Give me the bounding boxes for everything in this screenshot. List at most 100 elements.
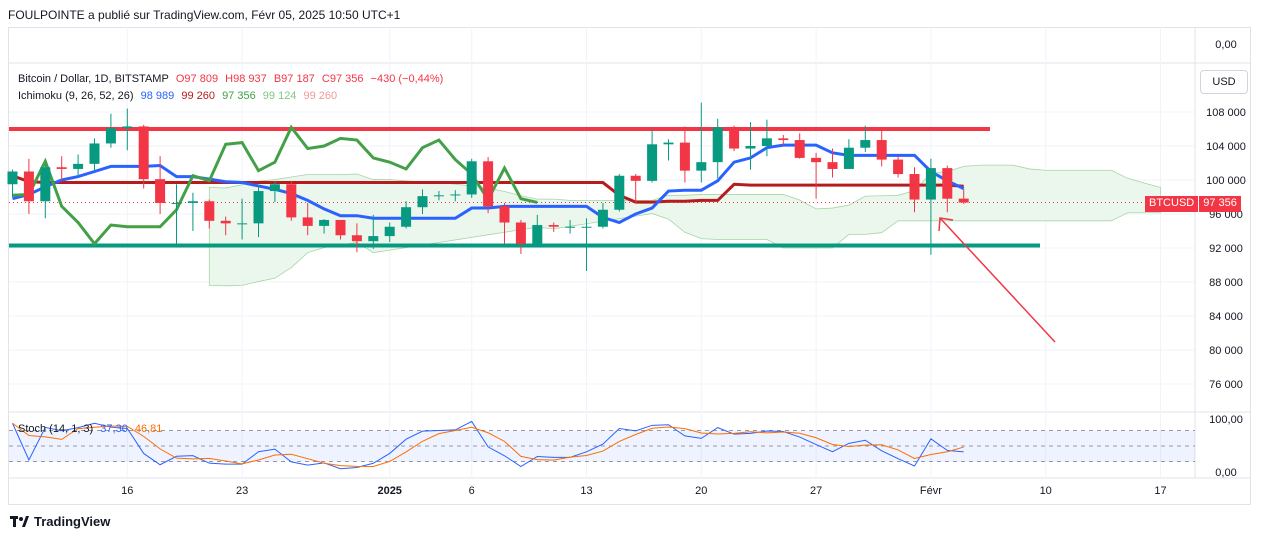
stoch-k-value: 37,30 <box>100 423 128 435</box>
candle-body <box>302 217 313 226</box>
ichimoku-label[interactable]: Ichimoku (9, 26, 52, 26) <box>18 90 134 102</box>
candle-body <box>778 138 789 141</box>
candle-body <box>237 223 248 225</box>
publisher-line: FOULPOINTE a publié sur TradingView.com,… <box>8 8 401 22</box>
candle-body <box>105 128 116 144</box>
stoch-legend: Stoch (14, 1, 3) 37,30 46,81 <box>18 423 166 435</box>
candle-body <box>663 142 674 145</box>
candle-body <box>548 225 559 227</box>
candle-body <box>155 179 166 203</box>
price-tag: BTCUSD 97 356 <box>1145 196 1241 212</box>
open-value: 97 809 <box>184 73 219 85</box>
candle-body <box>827 162 838 169</box>
low-value: 97 187 <box>281 73 315 85</box>
x-tick-label: 16 <box>121 485 133 497</box>
candle-body <box>417 196 428 208</box>
stoch-k-line <box>12 420 964 470</box>
candle-body <box>679 142 690 171</box>
currency-button[interactable]: USD <box>1200 70 1248 94</box>
change-value: −430 (−0,44%) <box>370 73 444 85</box>
y-tick-label: 96 000 <box>1209 209 1243 221</box>
footer-logo[interactable]: TradingView <box>10 514 110 529</box>
footer-brand: TradingView <box>34 514 111 529</box>
candle-body <box>40 167 51 202</box>
stochastic-panel <box>9 420 1195 470</box>
candle-body <box>811 157 822 163</box>
candle-body <box>794 140 805 158</box>
candle-body <box>253 191 264 224</box>
candle-body <box>401 207 412 227</box>
x-tick-label: 2025 <box>377 485 401 497</box>
span-a-value: 99 124 <box>262 90 297 102</box>
candle-body <box>958 198 969 203</box>
candle-body <box>630 175 641 181</box>
candle-body <box>269 184 280 192</box>
candle-body <box>89 143 100 164</box>
chikou-line <box>12 124 538 247</box>
y-tick-label: 88 000 <box>1209 277 1243 289</box>
close-value: 97 356 <box>329 73 364 85</box>
candle-body <box>893 159 904 175</box>
x-tick-label: 20 <box>695 485 707 497</box>
y-axis: 76 000 80 000 84 000 88 000 92 000 96 000 100 … <box>1206 39 1246 479</box>
candle-body <box>860 140 871 148</box>
y-tick-label: 84 000 <box>1209 311 1243 323</box>
y-tick-label: 76 000 <box>1209 379 1243 391</box>
candle-body <box>171 202 182 204</box>
price-tag-symbol: BTCUSD <box>1145 196 1199 212</box>
candle-body <box>466 161 477 195</box>
y-tick-label: 92 000 <box>1209 243 1243 255</box>
kumo-area <box>208 164 1161 287</box>
symbol-label[interactable]: Bitcoin / Dollar, 1D, BITSTAMP <box>18 73 169 85</box>
kijun-value: 99 260 <box>181 90 215 102</box>
tenkan-value: 98 989 <box>140 90 175 102</box>
candle-body <box>23 171 34 202</box>
x-tick-label: 10 <box>1040 485 1052 497</box>
y-tick-label: 108 000 <box>1206 107 1246 119</box>
candle-body <box>761 138 772 146</box>
horizontal-levels <box>9 127 1195 248</box>
tradingview-logo-icon <box>10 515 29 527</box>
candle-body <box>745 146 756 149</box>
candle-body <box>696 162 707 171</box>
candle-body <box>499 206 510 223</box>
stoch-bottom-label: 0,00 <box>1215 467 1236 479</box>
candle-body <box>450 194 461 196</box>
x-tick-label: 6 <box>469 485 475 497</box>
arrow-shaft <box>939 217 1056 343</box>
candle-body <box>843 147 854 169</box>
candle-body <box>647 144 658 181</box>
candle-body <box>384 226 395 237</box>
candle-body <box>614 175 625 210</box>
ohlc-legend: Bitcoin / Dollar, 1D, BITSTAMP O97 809 H… <box>18 73 444 85</box>
price-tag-value: 97 356 <box>1199 196 1241 212</box>
x-tick-label: 27 <box>810 485 822 497</box>
candles <box>7 102 969 271</box>
candle-body <box>515 222 526 244</box>
y-tick-label: 100 000 <box>1206 175 1246 187</box>
x-axis: 16 23 2025 6 13 20 27 Févr 10 17 <box>121 485 1166 497</box>
candle-body <box>204 201 215 221</box>
candle-body <box>483 161 494 207</box>
stoch-d-value: 46,81 <box>134 423 163 435</box>
candle-body <box>220 220 231 224</box>
chart-frame <box>8 27 1251 505</box>
candle-body <box>729 127 740 149</box>
candle-body <box>368 236 379 242</box>
candle-body <box>7 171 18 185</box>
candle-body <box>351 235 362 242</box>
stoch-label[interactable]: Stoch (14, 1, 3) <box>18 423 94 435</box>
candle-body <box>565 226 576 228</box>
y-tick-label: 104 000 <box>1206 141 1246 153</box>
candle-body <box>712 127 723 163</box>
candle-body <box>925 168 936 200</box>
candle-body <box>138 126 149 180</box>
candle-body <box>286 184 297 218</box>
candle-body <box>433 195 444 197</box>
annotations <box>938 217 1056 343</box>
candle-body <box>122 126 133 129</box>
high-value: 98 937 <box>233 73 267 85</box>
grid <box>9 27 1250 479</box>
candle-body <box>73 163 84 169</box>
